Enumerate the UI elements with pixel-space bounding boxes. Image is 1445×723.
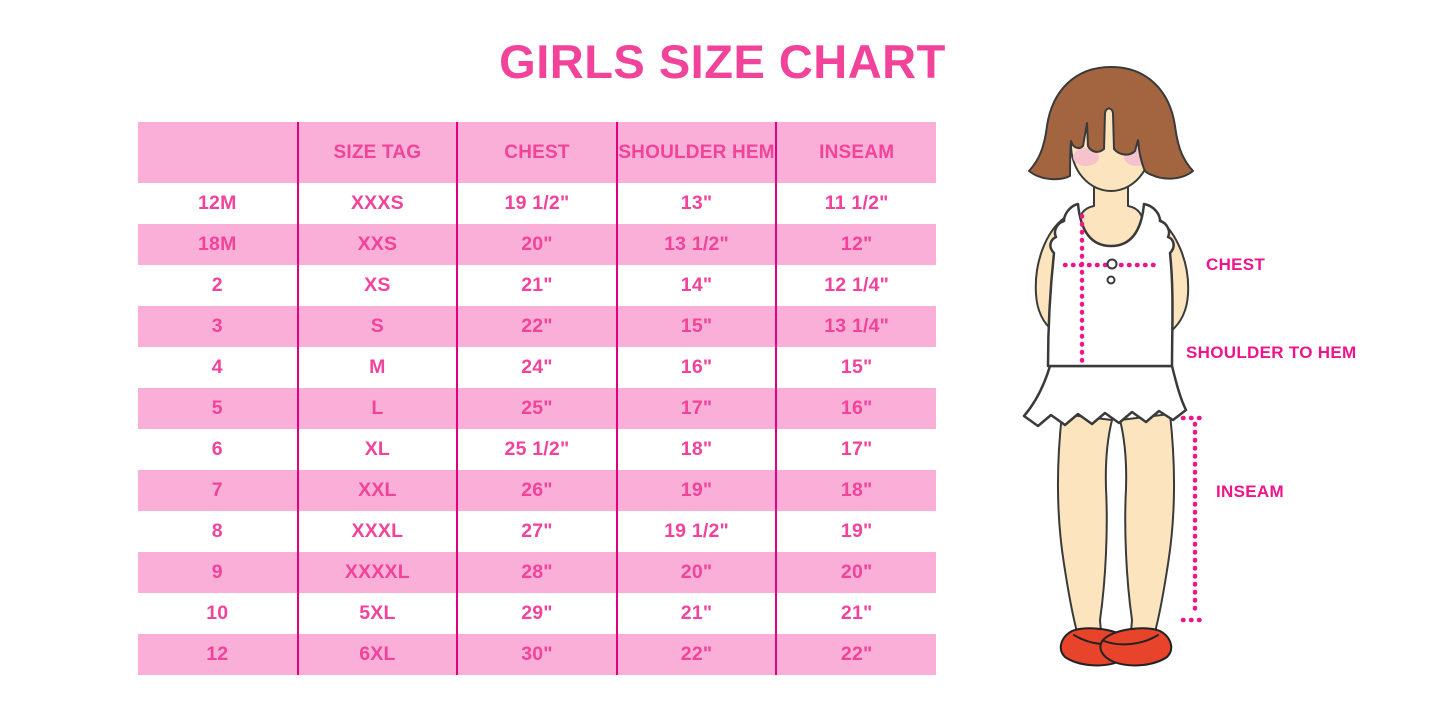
table-row: 7 XXL 26" 19" 18"	[138, 470, 936, 511]
table-cell: XXXXL	[296, 552, 458, 593]
table-row: 8 XXXL 27" 19 1/2" 19"	[138, 511, 936, 552]
right-leg	[1119, 413, 1175, 645]
table-cell: 6XL	[296, 634, 458, 675]
table-cell: 26"	[456, 470, 617, 511]
skirt	[1022, 364, 1188, 428]
table-cell: 8	[211, 520, 223, 542]
table-cell: 29"	[456, 593, 617, 634]
table-cell: L	[296, 388, 458, 429]
table-cell: 24"	[456, 347, 617, 388]
column-header-chest: CHEST	[456, 122, 617, 183]
hair	[1028, 66, 1194, 181]
table-cell: 9	[211, 561, 223, 583]
table-row: 12 6XL 30" 22" 22"	[138, 634, 936, 675]
table-cell: XXXS	[296, 183, 458, 224]
left-cheek-blush	[1073, 148, 1099, 166]
table-cell: 28"	[456, 552, 617, 593]
right-shoe	[1099, 627, 1173, 667]
table-cell: 19 1/2"	[456, 183, 617, 224]
bottom-button-icon	[1106, 275, 1116, 285]
table-cell: 10	[206, 602, 229, 624]
table-cell: 18"	[615, 429, 777, 470]
table-cell: 17"	[615, 388, 777, 429]
table-cell: 13 1/2"	[615, 224, 777, 265]
header-row: SIZE TAG CHEST SHOULDER HEM INSEAM	[138, 122, 936, 183]
table-cell: 11 1/2"	[775, 183, 936, 224]
table-row: 4 M 24" 16" 15"	[138, 347, 936, 388]
table-cell: 13"	[615, 183, 777, 224]
table-cell: 5	[211, 397, 223, 419]
table-cell: 18M	[198, 233, 237, 255]
shirt	[1046, 202, 1175, 368]
table-cell: 21"	[456, 265, 617, 306]
table-row: 18M XXS 20" 13 1/2" 12"	[138, 224, 936, 265]
table-cell: XL	[296, 429, 458, 470]
table-cell: 25"	[456, 388, 617, 429]
table-row: 9 XXXXL 28" 20" 20"	[138, 552, 936, 593]
table-row: 5 L 25" 17" 16"	[138, 388, 936, 429]
column-header-inseam: INSEAM	[775, 122, 936, 183]
table-cell: 3	[211, 315, 223, 337]
table-cell: 19"	[775, 511, 936, 552]
table-cell: 22"	[775, 634, 936, 675]
table-row: 3 S 22" 15" 13 1/4"	[138, 306, 936, 347]
table-cell: 12	[206, 643, 229, 665]
table-cell: 21"	[615, 593, 777, 634]
size-table-head: SIZE TAG CHEST SHOULDER HEM INSEAM	[138, 122, 936, 183]
table-cell: 20"	[456, 224, 617, 265]
table-row: 12M XXXS 19 1/2" 13" 11 1/2"	[138, 183, 936, 224]
table-cell: XXL	[296, 470, 458, 511]
table-row: 6 XL 25 1/2" 18" 17"	[138, 429, 936, 470]
table-cell: 21"	[775, 593, 936, 634]
left-leg	[1057, 413, 1113, 645]
table-cell: 12M	[198, 192, 237, 214]
table-cell: XS	[296, 265, 458, 306]
chest-measure-label: CHEST	[1206, 255, 1266, 274]
table-cell: 15"	[775, 347, 936, 388]
table-cell: 16"	[775, 388, 936, 429]
page-title: GIRLS SIZE CHART	[499, 35, 946, 88]
table-cell: 4	[211, 356, 223, 378]
table-cell: 12 1/4"	[775, 265, 936, 306]
column-header-size	[138, 122, 298, 183]
column-header-shoulder-hem: SHOULDER HEM	[615, 122, 777, 183]
table-cell: 16"	[615, 347, 777, 388]
table-cell: M	[296, 347, 458, 388]
size-table-body: 12M XXXS 19 1/2" 13" 11 1/2" 18M XXS 20" 13 1/2"…	[138, 183, 936, 675]
table-cell: 19"	[615, 470, 777, 511]
table-cell: 22"	[456, 306, 617, 347]
inseam-bracket	[1180, 415, 1210, 623]
top-button-icon	[1106, 258, 1118, 270]
table-cell: 12"	[775, 224, 936, 265]
table-cell: 14"	[615, 265, 777, 306]
table-cell: 19 1/2"	[615, 511, 777, 552]
table-cell: 17"	[775, 429, 936, 470]
shirt-buttons	[1106, 258, 1118, 285]
table-cell: 30"	[456, 634, 617, 675]
shoulder-to-hem-measure-label: SHOULDER TO HEM	[1186, 343, 1357, 362]
table-cell: 7	[211, 479, 223, 501]
right-shoe-strap-icon	[1103, 634, 1159, 646]
table-cell: 13 1/4"	[775, 306, 936, 347]
table-cell: 27"	[456, 511, 617, 552]
table-cell: XXS	[296, 224, 458, 265]
table-cell: 25 1/2"	[456, 429, 617, 470]
inseam-measure-label: INSEAM	[1216, 482, 1284, 501]
table-cell: 2	[211, 274, 223, 296]
column-header-size-tag: SIZE TAG	[296, 122, 458, 183]
table-cell: 18"	[775, 470, 936, 511]
table-cell: 5XL	[296, 593, 458, 634]
table-row: 2 XS 21" 14" 12 1/4"	[138, 265, 936, 306]
table-cell: S	[296, 306, 458, 347]
table-cell: XXXL	[296, 511, 458, 552]
table-cell: 20"	[615, 552, 777, 593]
table-cell: 20"	[775, 552, 936, 593]
table-row: 10 5XL 29" 21" 21"	[138, 593, 936, 634]
table-cell: 6	[211, 438, 223, 460]
size-table: SIZE TAG CHEST SHOULDER HEM INSEAM 12M XX…	[138, 122, 936, 675]
table-cell: 22"	[615, 634, 777, 675]
table-cell: 15"	[615, 306, 777, 347]
